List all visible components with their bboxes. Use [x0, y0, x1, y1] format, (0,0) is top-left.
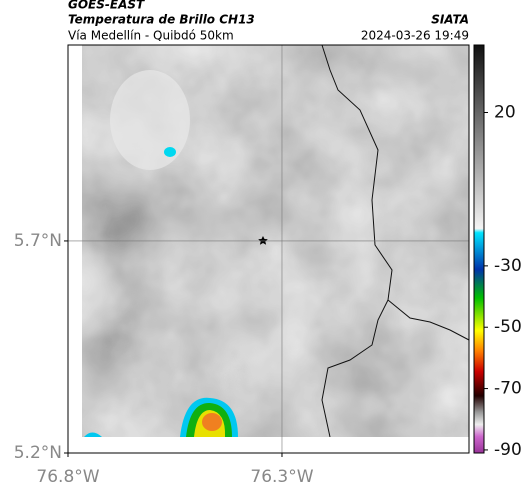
colorbar-tick-label: -70 [494, 379, 522, 399]
y-tick-label: 5.7°N [14, 231, 62, 251]
location-marker [258, 236, 268, 245]
source: SIATA [431, 13, 469, 27]
title: GOES-EAST [68, 0, 145, 12]
route: Vía Medellín - Quibdó 50km [68, 29, 234, 43]
colorbar-tick-label: -30 [494, 256, 522, 276]
colorbar-tick-label: 20 [494, 102, 516, 122]
datetime: 2024-03-26 19:49 [361, 29, 469, 43]
map-frame [67, 44, 470, 454]
subtitle: Temperatura de Brillo CH13 [68, 13, 255, 27]
colorbar [473, 44, 485, 454]
x-tick-label: 76.3°W [250, 467, 313, 487]
y-tick-label: 5.2°N [14, 443, 62, 463]
colorbar-tick-label: -50 [494, 317, 522, 337]
colorbar-tick-label: -90 [494, 440, 522, 460]
x-tick-label: 76.8°W [36, 467, 99, 487]
